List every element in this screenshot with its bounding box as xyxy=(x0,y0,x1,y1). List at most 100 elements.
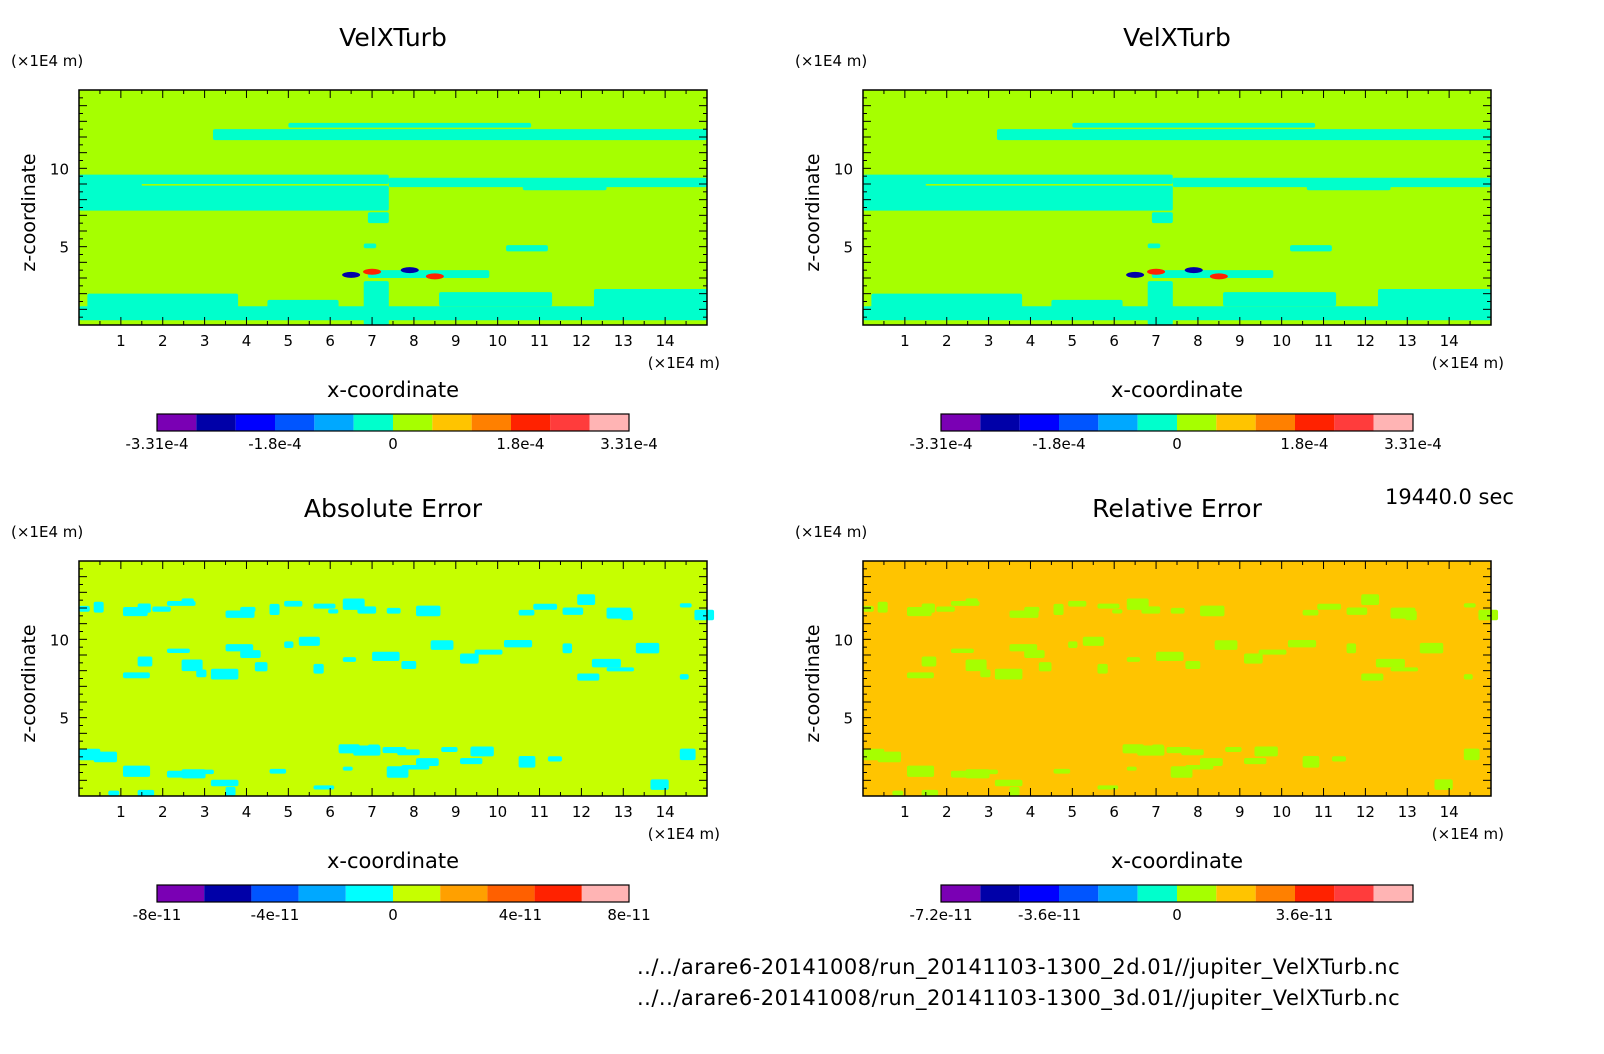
field-feature xyxy=(441,747,458,753)
y-unit-label: (×1E4 m) xyxy=(11,523,83,541)
field-feature xyxy=(181,659,203,672)
colorbar-label: 3.31e-4 xyxy=(1384,435,1442,453)
field-feature xyxy=(679,603,692,608)
chart-title: Relative Error xyxy=(1092,494,1262,523)
y-axis-label: z-coordinate xyxy=(18,624,40,742)
field-feature xyxy=(877,751,902,763)
x-axis-label: x-coordinate xyxy=(1111,849,1243,873)
field-feature xyxy=(267,299,339,310)
field-feature xyxy=(225,644,254,652)
field-feature xyxy=(122,672,150,679)
field-feature xyxy=(518,755,536,768)
field-feature xyxy=(137,789,155,796)
field-feature xyxy=(1126,766,1137,771)
field-feature xyxy=(79,185,389,211)
colorbar-swatch xyxy=(1216,885,1256,902)
x-tick-label: 9 xyxy=(1235,332,1245,350)
x-tick-label: 1 xyxy=(116,332,126,350)
field-feature xyxy=(863,306,1491,321)
colorbar-label: -1.8e-4 xyxy=(1032,435,1085,453)
field-feature xyxy=(547,756,563,762)
colorbar-swatch xyxy=(511,414,551,431)
x-tick-label: 11 xyxy=(1314,803,1333,821)
x-tick-label: 12 xyxy=(1356,803,1375,821)
field-feature xyxy=(1346,607,1368,615)
field-feature xyxy=(877,601,888,613)
colorbar-swatch xyxy=(1137,885,1177,902)
colorbar-label: 0 xyxy=(388,435,398,453)
y-axis-label: z-coordinate xyxy=(802,624,824,742)
colorbar-swatch xyxy=(1295,414,1335,431)
field-feature xyxy=(328,609,339,614)
field-feature xyxy=(367,270,490,278)
x-tick-label: 13 xyxy=(614,332,633,350)
field-feature xyxy=(1375,658,1405,668)
x-tick-label: 7 xyxy=(1151,803,1161,821)
x-tick-label: 9 xyxy=(451,803,461,821)
field-feature xyxy=(137,656,153,667)
field-feature xyxy=(1156,651,1184,661)
field-feature xyxy=(1009,644,1038,652)
field-feature xyxy=(1112,609,1123,614)
colorbar-label: -1.8e-4 xyxy=(248,435,301,453)
field-feature xyxy=(1185,661,1201,670)
x-axis-label: x-coordinate xyxy=(327,378,459,402)
colorbar-swatch xyxy=(393,414,433,431)
colorbar-frame xyxy=(940,413,1414,432)
field-extremum xyxy=(1209,273,1228,280)
field-feature xyxy=(474,649,503,655)
x-tick-label: 13 xyxy=(1398,332,1417,350)
x-tick-label: 4 xyxy=(1026,803,1036,821)
x-tick-label: 9 xyxy=(451,332,461,350)
field-feature xyxy=(459,653,479,664)
colorbar-swatch xyxy=(440,885,488,902)
field-feature xyxy=(1147,281,1173,325)
field-feature xyxy=(906,765,935,777)
y-tick-label: 5 xyxy=(843,239,853,257)
field-feature xyxy=(1097,785,1119,790)
x-tick-label: 2 xyxy=(158,332,168,350)
plot-area xyxy=(863,561,1491,796)
field-feature xyxy=(1009,610,1039,618)
field-feature xyxy=(152,606,171,612)
x-tick-label: 10 xyxy=(1272,332,1291,350)
field-feature xyxy=(470,746,494,757)
field-feature xyxy=(921,789,939,796)
colorbar-label: 0 xyxy=(388,906,398,924)
field-feature xyxy=(994,779,1023,787)
chart-title: VelXTurb xyxy=(1123,23,1231,52)
field-feature xyxy=(562,607,584,615)
field-feature xyxy=(430,640,454,650)
field-feature xyxy=(591,658,621,668)
field-feature xyxy=(1331,756,1347,762)
field-feature xyxy=(367,744,380,755)
field-feature xyxy=(1151,212,1173,224)
field-feature xyxy=(397,749,420,756)
colorbar-swatch xyxy=(1177,885,1217,902)
colorbar-swatch xyxy=(941,885,981,902)
x-tick-label: 3 xyxy=(984,332,994,350)
field-feature xyxy=(1181,749,1204,756)
colorbar-label: 3.31e-4 xyxy=(600,435,658,453)
field-feature xyxy=(1200,758,1223,767)
field-feature xyxy=(871,293,1023,308)
colorbar-swatch xyxy=(393,885,441,902)
field-feature xyxy=(342,766,353,771)
x-unit-label: (×1E4 m) xyxy=(648,354,720,372)
colorbar-swatch xyxy=(1019,414,1059,431)
x-unit-label: (×1E4 m) xyxy=(1432,354,1504,372)
colorbar-swatch xyxy=(432,414,472,431)
colorbar-swatch xyxy=(980,414,1020,431)
field-extremum xyxy=(425,273,444,280)
colorbar-swatch xyxy=(1255,414,1295,431)
y-unit-label: (×1E4 m) xyxy=(795,52,867,70)
field-feature xyxy=(1243,653,1263,664)
field-feature xyxy=(892,790,904,796)
field-feature xyxy=(225,610,255,618)
x-unit-label: (×1E4 m) xyxy=(648,825,720,843)
field-feature xyxy=(342,657,357,662)
field-feature xyxy=(367,212,389,224)
x-unit-label: (×1E4 m) xyxy=(1432,825,1504,843)
